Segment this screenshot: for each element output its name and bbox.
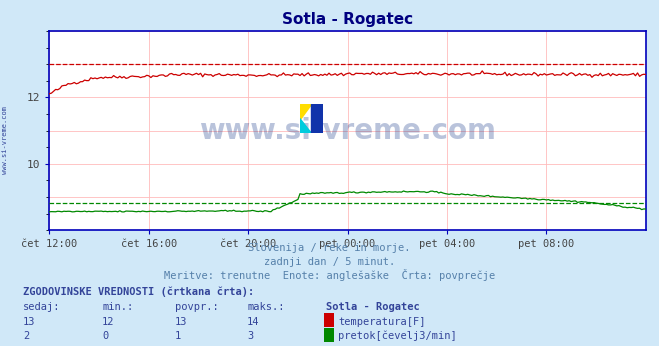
Text: 14: 14 xyxy=(247,317,260,327)
Text: 3: 3 xyxy=(247,331,253,341)
Text: 12: 12 xyxy=(102,317,115,327)
Text: 2: 2 xyxy=(23,331,29,341)
Text: 13: 13 xyxy=(175,317,187,327)
Text: 0: 0 xyxy=(102,331,108,341)
Text: www.si-vreme.com: www.si-vreme.com xyxy=(199,117,496,145)
Text: povpr.:: povpr.: xyxy=(175,302,218,312)
Polygon shape xyxy=(300,118,312,133)
Text: ZGODOVINSKE VREDNOSTI (črtkana črta):: ZGODOVINSKE VREDNOSTI (črtkana črta): xyxy=(23,286,254,297)
Text: sedaj:: sedaj: xyxy=(23,302,61,312)
Text: Sotla - Rogatec: Sotla - Rogatec xyxy=(326,302,420,312)
Text: Slovenija / reke in morje.: Slovenija / reke in morje. xyxy=(248,243,411,253)
Text: pretok[čevelj3/min]: pretok[čevelj3/min] xyxy=(338,330,457,341)
Text: min.:: min.: xyxy=(102,302,133,312)
Text: 1: 1 xyxy=(175,331,181,341)
Text: Meritve: trenutne  Enote: anglešaške  Črta: povprečje: Meritve: trenutne Enote: anglešaške Črta… xyxy=(164,268,495,281)
Title: Sotla - Rogatec: Sotla - Rogatec xyxy=(282,12,413,27)
Polygon shape xyxy=(300,104,312,118)
Text: maks.:: maks.: xyxy=(247,302,285,312)
Text: 13: 13 xyxy=(23,317,36,327)
Polygon shape xyxy=(312,104,323,133)
Text: temperatura[F]: temperatura[F] xyxy=(338,317,426,327)
Text: zadnji dan / 5 minut.: zadnji dan / 5 minut. xyxy=(264,257,395,267)
Text: www.si-vreme.com: www.si-vreme.com xyxy=(2,106,9,174)
